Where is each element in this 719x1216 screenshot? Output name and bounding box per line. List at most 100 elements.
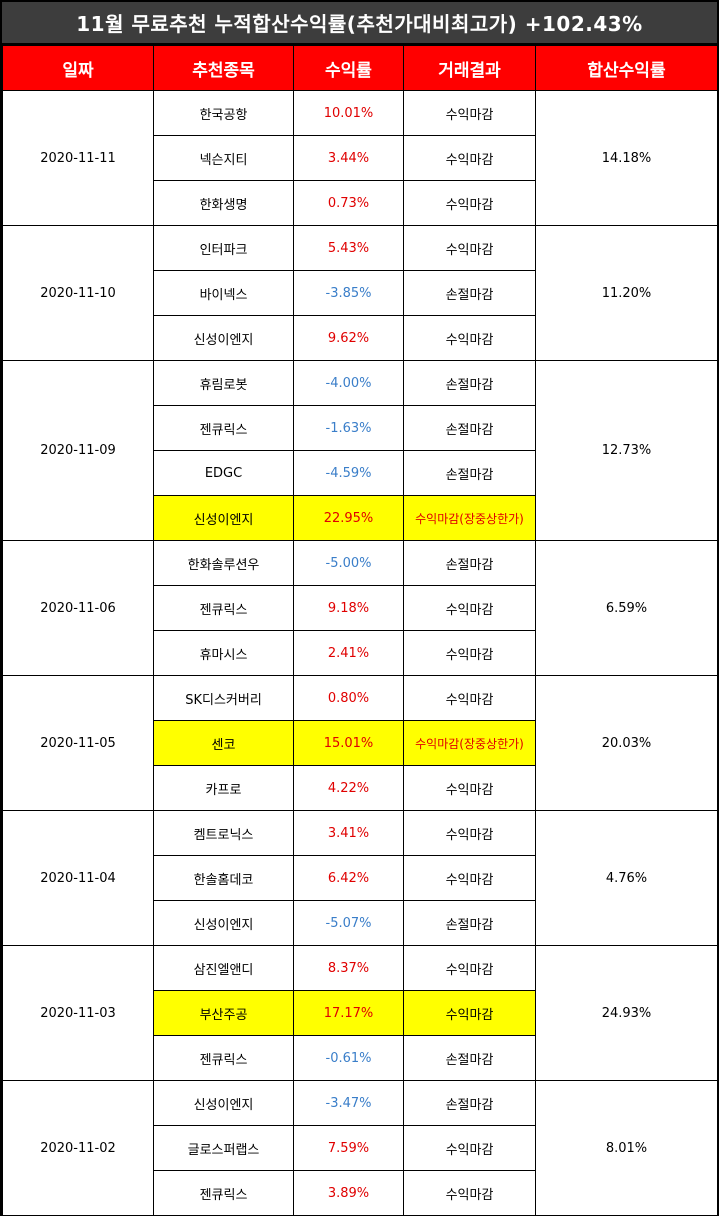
result-cell: 수익마감	[403, 675, 536, 721]
return-cell: -5.00%	[293, 540, 404, 586]
stock-cell: 신성이엔지	[153, 900, 294, 946]
return-cell: -3.85%	[293, 270, 404, 316]
result-cell: 손절마감	[403, 270, 536, 316]
table-row: 2020-11-03 삼진엘앤디 8.37% 수익마감 24.93%	[2, 945, 718, 1081]
table-row: 2020-11-04 켐트로닉스 3.41% 수익마감 4.76%	[2, 810, 718, 946]
result-cell: 손절마감	[403, 360, 536, 406]
cumulative-cell: 20.03%	[535, 675, 718, 811]
header-return: 수익률	[293, 45, 404, 91]
table-row: 2020-11-10 인터파크 5.43% 수익마감 11.20%	[2, 225, 718, 361]
result-cell: 수익마감	[403, 90, 536, 136]
result-cell: 수익마감	[403, 135, 536, 181]
cumulative-cell: 4.76%	[535, 810, 718, 946]
stock-cell: 휴림로봇	[153, 360, 294, 406]
result-cell: 수익마감	[403, 225, 536, 271]
cumulative-cell: 11.20%	[535, 225, 718, 361]
return-cell: 4.22%	[293, 765, 404, 811]
return-cell: 3.41%	[293, 810, 404, 856]
result-cell: 수익마감	[403, 990, 536, 1036]
return-cell: 2.41%	[293, 630, 404, 676]
stock-cell: 젠큐릭스	[153, 585, 294, 631]
table-row: 바이넥스 -3.85% 손절마감	[3, 270, 718, 316]
stock-cell: 켐트로닉스	[153, 810, 294, 856]
table-row: 센코 15.01% 수익마감(장중상한가)	[3, 720, 718, 766]
return-cell: 9.18%	[293, 585, 404, 631]
table-row: 젠큐릭스 3.89% 수익마감	[3, 1170, 718, 1216]
table-row: 넥슨지티 3.44% 수익마감	[3, 135, 718, 181]
stock-cell: 젠큐릭스	[153, 1035, 294, 1081]
cumulative-cell: 6.59%	[535, 540, 718, 676]
header-stock: 추천종목	[153, 45, 294, 91]
cumulative-cell: 12.73%	[535, 360, 718, 541]
result-cell: 수익마감	[403, 1125, 536, 1171]
table-row: 휴마시스 2.41% 수익마감	[3, 630, 718, 676]
stock-cell: 카프로	[153, 765, 294, 811]
result-cell: 수익마감	[403, 765, 536, 811]
result-cell: 수익마감	[403, 945, 536, 991]
header-date: 일짜	[2, 45, 154, 91]
result-cell: 손절마감	[403, 900, 536, 946]
stock-cell: 한솔홈데코	[153, 855, 294, 901]
return-cell: 9.62%	[293, 315, 404, 361]
stock-cell: 글로스퍼랩스	[153, 1125, 294, 1171]
result-cell: 수익마감	[403, 810, 536, 856]
return-cell: 0.73%	[293, 180, 404, 226]
stock-cell: 한국공항	[153, 90, 294, 136]
return-cell: 5.43%	[293, 225, 404, 271]
return-cell: 3.89%	[293, 1170, 404, 1216]
return-cell: -0.61%	[293, 1035, 404, 1081]
cumulative-cell: 8.01%	[535, 1080, 718, 1216]
result-cell: 수익마감	[403, 630, 536, 676]
result-cell: 손절마감	[403, 450, 536, 496]
table-row: 2020-11-09 휴림로봇 -4.00% 손절마감 12.73%	[2, 360, 718, 541]
table-row: 2020-11-11 한국공항 10.01% 수익마감 14.18%	[2, 90, 718, 226]
table-row: 신성이엔지 9.62% 수익마감	[3, 315, 718, 361]
result-cell: 손절마감	[403, 1080, 536, 1126]
stock-cell: 젠큐릭스	[153, 405, 294, 451]
result-cell: 손절마감	[403, 540, 536, 586]
return-cell: -5.07%	[293, 900, 404, 946]
date-cell: 2020-11-11	[2, 90, 154, 226]
table-row: 2020-11-02 신성이엔지 -3.47% 손절마감 8.01%	[2, 1080, 718, 1216]
return-cell: 22.95%	[293, 495, 404, 541]
stock-cell: 젠큐릭스	[153, 1170, 294, 1216]
date-cell: 2020-11-06	[2, 540, 154, 676]
stock-cell: 휴마시스	[153, 630, 294, 676]
return-cell: 15.01%	[293, 720, 404, 766]
date-cell: 2020-11-05	[2, 675, 154, 811]
stock-cell: 센코	[153, 720, 294, 766]
date-cell: 2020-11-04	[2, 810, 154, 946]
table-row: 2020-11-05 SK디스커버리 0.80% 수익마감 20.03%	[2, 675, 718, 811]
result-cell: 수익마감(장중상한가)	[403, 720, 536, 766]
return-cell: -4.59%	[293, 450, 404, 496]
date-cell: 2020-11-02	[2, 1080, 154, 1216]
table-row: EDGC -4.59% 손절마감	[3, 450, 718, 496]
stock-cell: 넥슨지티	[153, 135, 294, 181]
stock-cell: 한화솔루션우	[153, 540, 294, 586]
stock-cell: SK디스커버리	[153, 675, 294, 721]
cumulative-cell: 24.93%	[535, 945, 718, 1081]
return-cell: 17.17%	[293, 990, 404, 1036]
table-row: 부산주공 17.17% 수익마감	[3, 990, 718, 1036]
stock-cell: 부산주공	[153, 990, 294, 1036]
date-cell: 2020-11-03	[2, 945, 154, 1081]
stock-cell: EDGC	[153, 450, 294, 496]
date-cell: 2020-11-09	[2, 360, 154, 541]
date-cell: 2020-11-10	[2, 225, 154, 361]
return-cell: 10.01%	[293, 90, 404, 136]
cumulative-cell: 14.18%	[535, 90, 718, 226]
stock-cell: 바이넥스	[153, 270, 294, 316]
stock-cell: 삼진엘앤디	[153, 945, 294, 991]
result-cell: 수익마감	[403, 315, 536, 361]
return-cell: 0.80%	[293, 675, 404, 721]
table-row: 한화생명 0.73% 수익마감	[3, 180, 718, 226]
table-body: 2020-11-11 한국공항 10.01% 수익마감 14.18% 넥슨지티 3.44% 수…	[2, 90, 718, 1216]
result-cell: 수익마감(장중상한가)	[403, 495, 536, 541]
return-cell: -4.00%	[293, 360, 404, 406]
table-row: 젠큐릭스 -1.63% 손절마감	[3, 405, 718, 451]
result-cell: 수익마감	[403, 855, 536, 901]
stock-cell: 인터파크	[153, 225, 294, 271]
result-cell: 손절마감	[403, 405, 536, 451]
return-cell: 7.59%	[293, 1125, 404, 1171]
header-row: 일짜 추천종목 수익률 거래결과 합산수익률	[2, 45, 718, 91]
